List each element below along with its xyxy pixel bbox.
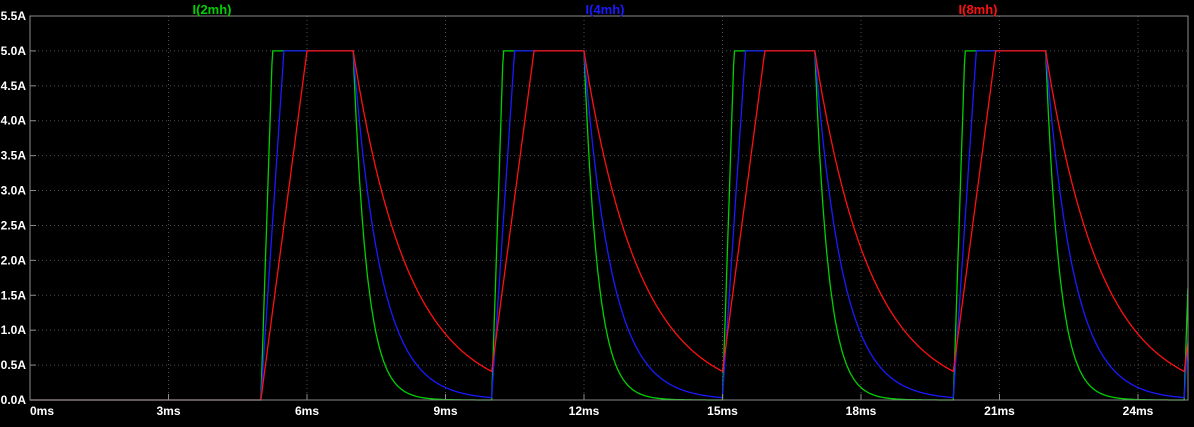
x-axis-tick-label: 21ms — [984, 404, 1015, 418]
x-axis-tick-label: 24ms — [1123, 404, 1154, 418]
legend-label-I2mh: I(2mh) — [192, 2, 232, 17]
y-axis-tick-label: 5.0A — [1, 44, 27, 58]
x-axis-tick-label: 6ms — [295, 404, 319, 418]
y-axis-tick-label: 0.5A — [1, 358, 27, 372]
x-axis-tick-label: 9ms — [433, 404, 457, 418]
x-axis-tick-label: 18ms — [846, 404, 877, 418]
y-axis-tick-label: 5.5A — [1, 9, 27, 23]
y-axis-tick-label: 2.5A — [1, 218, 27, 232]
legend-label-I8mh: I(8mh) — [958, 2, 998, 17]
x-axis-tick-label: 15ms — [707, 404, 738, 418]
x-axis-tick-label: 0ms — [30, 404, 54, 418]
x-axis-tick-label: 3ms — [156, 404, 180, 418]
y-axis-tick-label: 2.0A — [1, 253, 27, 267]
y-axis-tick-label: 3.0A — [1, 184, 27, 198]
y-axis-tick-label: 1.5A — [1, 288, 27, 302]
y-axis-tick-label: 0.0A — [1, 393, 27, 407]
y-axis-tick-label: 3.5A — [1, 149, 27, 163]
y-axis-tick-label: 1.0A — [1, 323, 27, 337]
y-axis-tick-label: 4.5A — [1, 79, 27, 93]
legend-label-I4mh: I(4mh) — [585, 2, 625, 17]
x-axis-tick-label: 12ms — [569, 404, 600, 418]
y-axis-tick-label: 4.0A — [1, 114, 27, 128]
plot-border — [29, 15, 1189, 401]
